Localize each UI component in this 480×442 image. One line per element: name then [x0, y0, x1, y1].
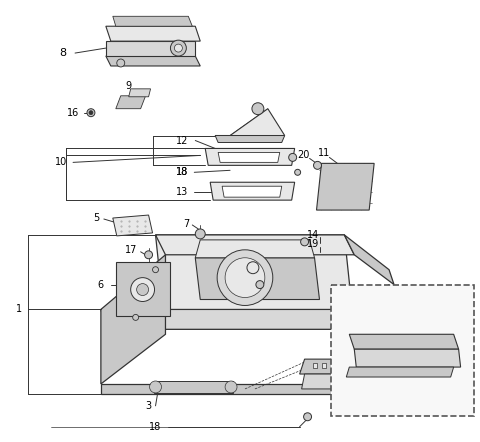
Bar: [342, 363, 347, 368]
Bar: [323, 363, 326, 368]
Bar: [312, 363, 316, 368]
Circle shape: [131, 278, 155, 301]
Text: 4: 4: [237, 255, 243, 265]
Polygon shape: [156, 235, 354, 329]
Circle shape: [295, 169, 300, 175]
Bar: [333, 363, 336, 368]
Text: 7: 7: [183, 219, 190, 229]
Polygon shape: [301, 374, 354, 389]
Polygon shape: [316, 164, 374, 210]
Polygon shape: [101, 384, 359, 394]
Polygon shape: [106, 26, 200, 41]
Circle shape: [132, 314, 139, 320]
Text: 10: 10: [401, 312, 413, 322]
Polygon shape: [129, 89, 151, 97]
Polygon shape: [344, 235, 394, 285]
Polygon shape: [113, 16, 192, 26]
Polygon shape: [195, 240, 314, 258]
Text: 6: 6: [98, 280, 104, 290]
Text: 17: 17: [124, 245, 137, 255]
Text: 16: 16: [67, 108, 79, 118]
Text: 13: 13: [176, 187, 189, 197]
Polygon shape: [101, 309, 359, 329]
Polygon shape: [347, 367, 454, 377]
Circle shape: [225, 258, 265, 297]
Polygon shape: [354, 349, 461, 367]
Bar: [116, 262, 170, 316]
Text: 20: 20: [298, 150, 310, 160]
Text: 18: 18: [176, 168, 189, 177]
Circle shape: [217, 250, 273, 305]
Circle shape: [303, 413, 312, 421]
Text: 15: 15: [134, 263, 147, 273]
Circle shape: [225, 381, 237, 393]
Polygon shape: [106, 56, 200, 66]
Circle shape: [89, 110, 93, 114]
Polygon shape: [215, 136, 285, 142]
Polygon shape: [354, 285, 389, 384]
Circle shape: [256, 281, 264, 289]
Text: 8: 8: [60, 48, 67, 58]
Polygon shape: [222, 186, 282, 197]
Text: 9: 9: [126, 81, 132, 91]
Circle shape: [247, 262, 259, 274]
Polygon shape: [205, 149, 295, 165]
Circle shape: [174, 44, 182, 52]
Polygon shape: [300, 359, 354, 374]
Circle shape: [300, 238, 309, 246]
Text: 5: 5: [93, 213, 99, 223]
Text: 12: 12: [176, 136, 189, 145]
Polygon shape: [106, 41, 195, 56]
Polygon shape: [228, 109, 268, 138]
Text: (A/T): (A/T): [357, 293, 378, 302]
Circle shape: [117, 59, 125, 67]
Circle shape: [137, 284, 149, 296]
Circle shape: [195, 229, 205, 239]
Text: 19: 19: [307, 239, 320, 249]
Circle shape: [144, 251, 153, 259]
Polygon shape: [218, 152, 280, 162]
Bar: [154, 381, 233, 393]
Polygon shape: [215, 109, 285, 136]
Polygon shape: [101, 255, 166, 384]
Polygon shape: [156, 235, 354, 255]
Circle shape: [170, 40, 186, 56]
Polygon shape: [210, 182, 295, 200]
Text: 11: 11: [318, 149, 331, 158]
Text: 18: 18: [176, 168, 189, 177]
Circle shape: [87, 109, 95, 117]
Text: 10: 10: [55, 157, 67, 168]
Circle shape: [288, 153, 297, 161]
Text: 1: 1: [16, 305, 23, 314]
Bar: [331, 285, 474, 416]
Text: 18: 18: [149, 422, 162, 432]
Circle shape: [313, 161, 322, 169]
Polygon shape: [195, 258, 320, 300]
Polygon shape: [113, 215, 153, 236]
Polygon shape: [116, 96, 145, 109]
Circle shape: [252, 103, 264, 114]
Circle shape: [153, 267, 158, 273]
Circle shape: [150, 381, 161, 393]
Text: 14: 14: [307, 230, 320, 240]
Text: 2: 2: [374, 352, 380, 362]
Text: 3: 3: [145, 401, 152, 411]
Text: 19: 19: [234, 277, 246, 286]
Polygon shape: [349, 334, 458, 349]
